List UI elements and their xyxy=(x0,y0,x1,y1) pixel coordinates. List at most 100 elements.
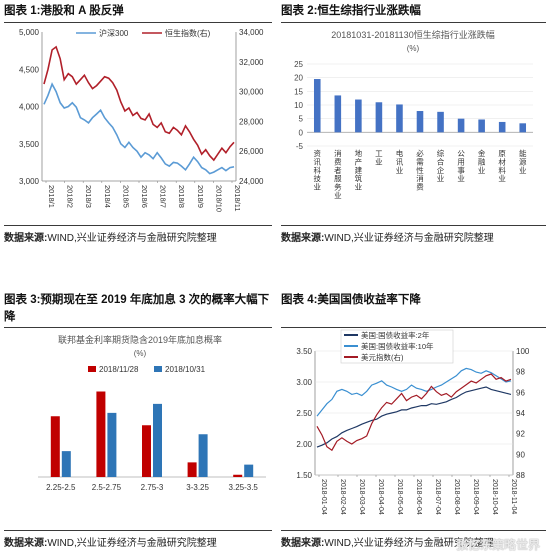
right-tick-label: 90 xyxy=(516,450,525,459)
figure-4-title: 图表 4:美国国债收益率下降 xyxy=(281,294,421,306)
bar-s0-3 xyxy=(187,462,197,477)
y-axis-unit: (%) xyxy=(134,349,147,358)
legend-box xyxy=(340,329,454,364)
x-tick-label: 2018/8 xyxy=(177,185,186,208)
legend-label-series-0: 2018/11/28 xyxy=(99,365,139,374)
left-tick-label: 3.50 xyxy=(296,347,312,356)
category-label: 2.5-2.75 xyxy=(92,483,122,492)
hsi-csi300-line-chart: 3,000 3,500 4,000 4,500 5,000 24,000 26,000 28,… xyxy=(19,28,264,212)
category-label: 工业 xyxy=(375,149,383,166)
left-tick-label: 3,000 xyxy=(19,177,40,186)
x-tick-label: 2018/7 xyxy=(159,185,168,208)
figure-1-panel: 图表 1:港股和 A 股反弹 3,000 3,500 4,000 4,500 5,000… xyxy=(4,4,277,250)
category-label: 3.25-3.5 xyxy=(229,483,259,492)
bar-6 xyxy=(437,111,444,133)
legend-label-series-1: 2018/10/31 xyxy=(165,365,206,374)
bar-s1-0 xyxy=(61,451,71,477)
y-tick-label: 15 xyxy=(294,87,303,96)
category-label: 必需性消费 xyxy=(416,148,424,192)
figure-4-panel: 图表 4:美国国债收益率下降 1.50 2.00 2.50 3.00 3.50 88 90 9… xyxy=(281,292,550,554)
series-line-1 xyxy=(316,367,512,417)
category-label: 地产建筑业 xyxy=(355,148,363,192)
figure-2-source: 数据来源:WIND,兴业证券经济与金融研究院整理 xyxy=(281,233,494,244)
category-label: 原材料业 xyxy=(498,149,506,183)
figure-1-rule-bottom xyxy=(4,225,272,226)
series-line-1 xyxy=(43,45,235,162)
figure-1-title: 图表 1:港股和 A 股反弹 xyxy=(4,5,124,17)
y-tick-label: 10 xyxy=(294,101,303,110)
x-tick-label: 2018-04-04 xyxy=(377,479,384,515)
figure-3-rule-bottom xyxy=(4,530,272,531)
legend-label-2: 美元指数(右) xyxy=(361,352,404,362)
chart-title: 联邦基金利率期货隐含2019年底加息概率 xyxy=(58,334,222,345)
bar-3 xyxy=(375,102,383,133)
x-tick-label: 2018/2 xyxy=(66,185,75,208)
right-tick-label: 24,000 xyxy=(239,177,264,186)
right-tick-label: 30,000 xyxy=(239,88,264,97)
left-tick-label: 2.00 xyxy=(296,440,312,449)
x-tick-label: 2018-09-04 xyxy=(472,479,479,515)
figure-2-rule-bottom xyxy=(281,225,546,226)
bar-7 xyxy=(457,118,465,133)
x-tick-label: 2018/3 xyxy=(84,185,93,208)
bar-s1-1 xyxy=(107,412,117,477)
category-label: 2.25-2.5 xyxy=(46,483,76,492)
left-tick-label: 3.00 xyxy=(296,378,312,387)
watermark: 张忆东策略世界 xyxy=(455,538,540,552)
series-line-0 xyxy=(316,386,512,448)
category-label: 资讯科技业 xyxy=(314,148,322,192)
bar-9 xyxy=(498,121,506,133)
left-tick-label: 4,000 xyxy=(19,103,40,112)
x-tick-label: 2018-07-04 xyxy=(434,479,441,515)
figure-2-rule-top xyxy=(281,22,546,23)
figure-3-title: 图表 3:预期现在至 2019 年底加息 3 次的概率大幅下降 xyxy=(4,294,270,323)
chart-title: 20181031-20181130恒生综指行业涨跌幅 xyxy=(331,29,494,40)
figure-3-panel: 图表 3:预期现在至 2019 年底加息 3 次的概率大幅下降 联邦基金利率期货… xyxy=(4,292,277,554)
figure-1-source: 数据来源:WIND,兴业证券经济与金融研究院整理 xyxy=(4,233,217,244)
figure-4-rule-bottom xyxy=(281,530,546,531)
y-tick-label: -5 xyxy=(296,142,304,151)
series-line-2 xyxy=(316,373,512,452)
bar-0 xyxy=(313,79,321,133)
legend-label-csi300: 沪深300 xyxy=(99,28,129,38)
category-label: 3-3.25 xyxy=(186,483,209,492)
legend-swatch-series-0 xyxy=(88,366,96,372)
left-tick-label: 3,500 xyxy=(19,140,40,149)
legend-swatch-series-1 xyxy=(154,366,162,372)
left-tick-label: 4,500 xyxy=(19,65,40,74)
category-label: 公用事业 xyxy=(457,149,465,183)
bar-10 xyxy=(519,123,527,133)
legend-label-hsi: 恒生指数(右) xyxy=(165,28,211,38)
bar-s1-2 xyxy=(153,403,162,477)
category-label: 2.75-3 xyxy=(141,483,164,492)
y-tick-label: 25 xyxy=(294,60,303,69)
figure-2-panel: 图表 2:恒生综指行业涨跌幅 20181031-20181130恒生综指行业涨跌… xyxy=(281,4,550,250)
category-label: 能源业 xyxy=(519,148,527,175)
x-tick-label: 2018/4 xyxy=(103,185,112,208)
x-tick-label: 2018-05-04 xyxy=(396,479,403,515)
right-tick-label: 96 xyxy=(516,388,525,397)
right-tick-label: 100 xyxy=(516,347,530,356)
x-tick-label: 2018-03-04 xyxy=(358,479,365,515)
figure-4-rule-top xyxy=(281,327,546,328)
left-tick-label: 5,000 xyxy=(19,28,40,37)
figure-1-rule-top xyxy=(4,22,272,23)
x-tick-label: 2018/1 xyxy=(47,185,56,208)
x-tick-label: 2018-11-04 xyxy=(510,479,517,514)
x-tick-label: 2018/5 xyxy=(121,185,130,208)
bar-s1-4 xyxy=(244,464,254,477)
right-tick-label: 88 xyxy=(516,471,525,480)
x-tick-label: 2018/11 xyxy=(233,185,242,212)
series-line-0 xyxy=(43,82,235,175)
bar-s0-2 xyxy=(142,425,151,477)
x-tick-label: 2018-06-04 xyxy=(415,479,422,515)
x-tick-label: 2018/9 xyxy=(196,185,205,208)
figure-3-source: 数据来源:WIND,兴业证券经济与金融研究院整理 xyxy=(4,538,217,549)
bar-s0-4 xyxy=(233,474,243,477)
category-label: 金融业 xyxy=(478,148,486,175)
legend-label-1: 美国:国债收益率:10年 xyxy=(361,341,434,351)
x-tick-label: 2018-10-04 xyxy=(491,479,498,515)
bar-2 xyxy=(355,99,362,133)
y-axis-unit: (%) xyxy=(407,44,420,53)
right-tick-label: 26,000 xyxy=(239,147,264,156)
